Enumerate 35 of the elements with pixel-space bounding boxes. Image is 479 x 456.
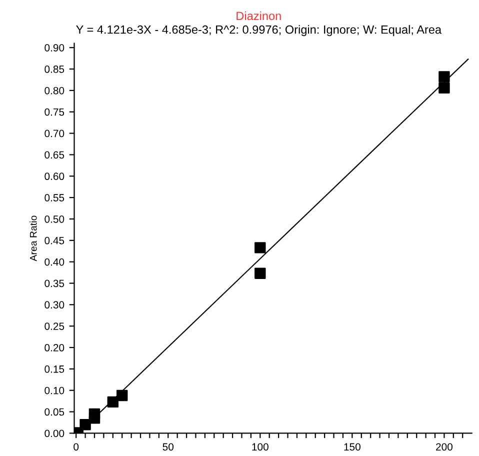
x-tick-label: 0 — [74, 443, 79, 451]
y-tick-label: 0.10 — [44, 386, 64, 394]
y-axis-title: Area Ratio — [30, 216, 37, 262]
y-tick-label: 0.70 — [44, 130, 64, 138]
y-tick-label: 0.75 — [44, 108, 64, 116]
point — [438, 82, 450, 94]
point — [107, 396, 119, 408]
y-tick-label: 0.80 — [44, 86, 64, 94]
point — [88, 408, 100, 420]
y-tick-label: 0.60 — [44, 172, 64, 180]
point — [254, 268, 266, 279]
y-tick-label: 0.05 — [44, 408, 64, 416]
x-tick-label: 200 — [436, 443, 452, 451]
y-tick-label: 0.50 — [44, 215, 64, 223]
y-tick-label: 0.45 — [44, 236, 64, 244]
y-tick-label: 0.90 — [44, 44, 64, 52]
y-tick-label: 0.65 — [44, 151, 64, 159]
point — [80, 419, 91, 430]
x-tick-label: 150 — [344, 443, 360, 451]
chart-subtitle: Y = 4.121e-3X - 4.685e-3; R^2: 0.9976; Origin: Ignore; W: Equal; Area — [76, 25, 442, 36]
y-tick-label: 0.55 — [44, 194, 64, 202]
point — [116, 390, 128, 402]
x-tick-label: 50 — [162, 443, 174, 451]
y-tick-label: 0.40 — [44, 258, 64, 266]
y-tick-label: 0.85 — [44, 66, 64, 73]
y-tick-label: 0.15 — [44, 365, 64, 373]
y-tick-label: 0.30 — [44, 301, 64, 309]
y-tick-label: 0.20 — [44, 344, 64, 352]
chart-title: Diazinon — [236, 11, 281, 20]
point — [438, 71, 450, 82]
y-tick-label: 0.35 — [44, 280, 64, 288]
y-tick-label: 0.00 — [44, 430, 64, 438]
point — [254, 242, 266, 254]
x-tick-label: 100 — [252, 443, 268, 451]
y-tick-label: 0.25 — [44, 322, 64, 330]
